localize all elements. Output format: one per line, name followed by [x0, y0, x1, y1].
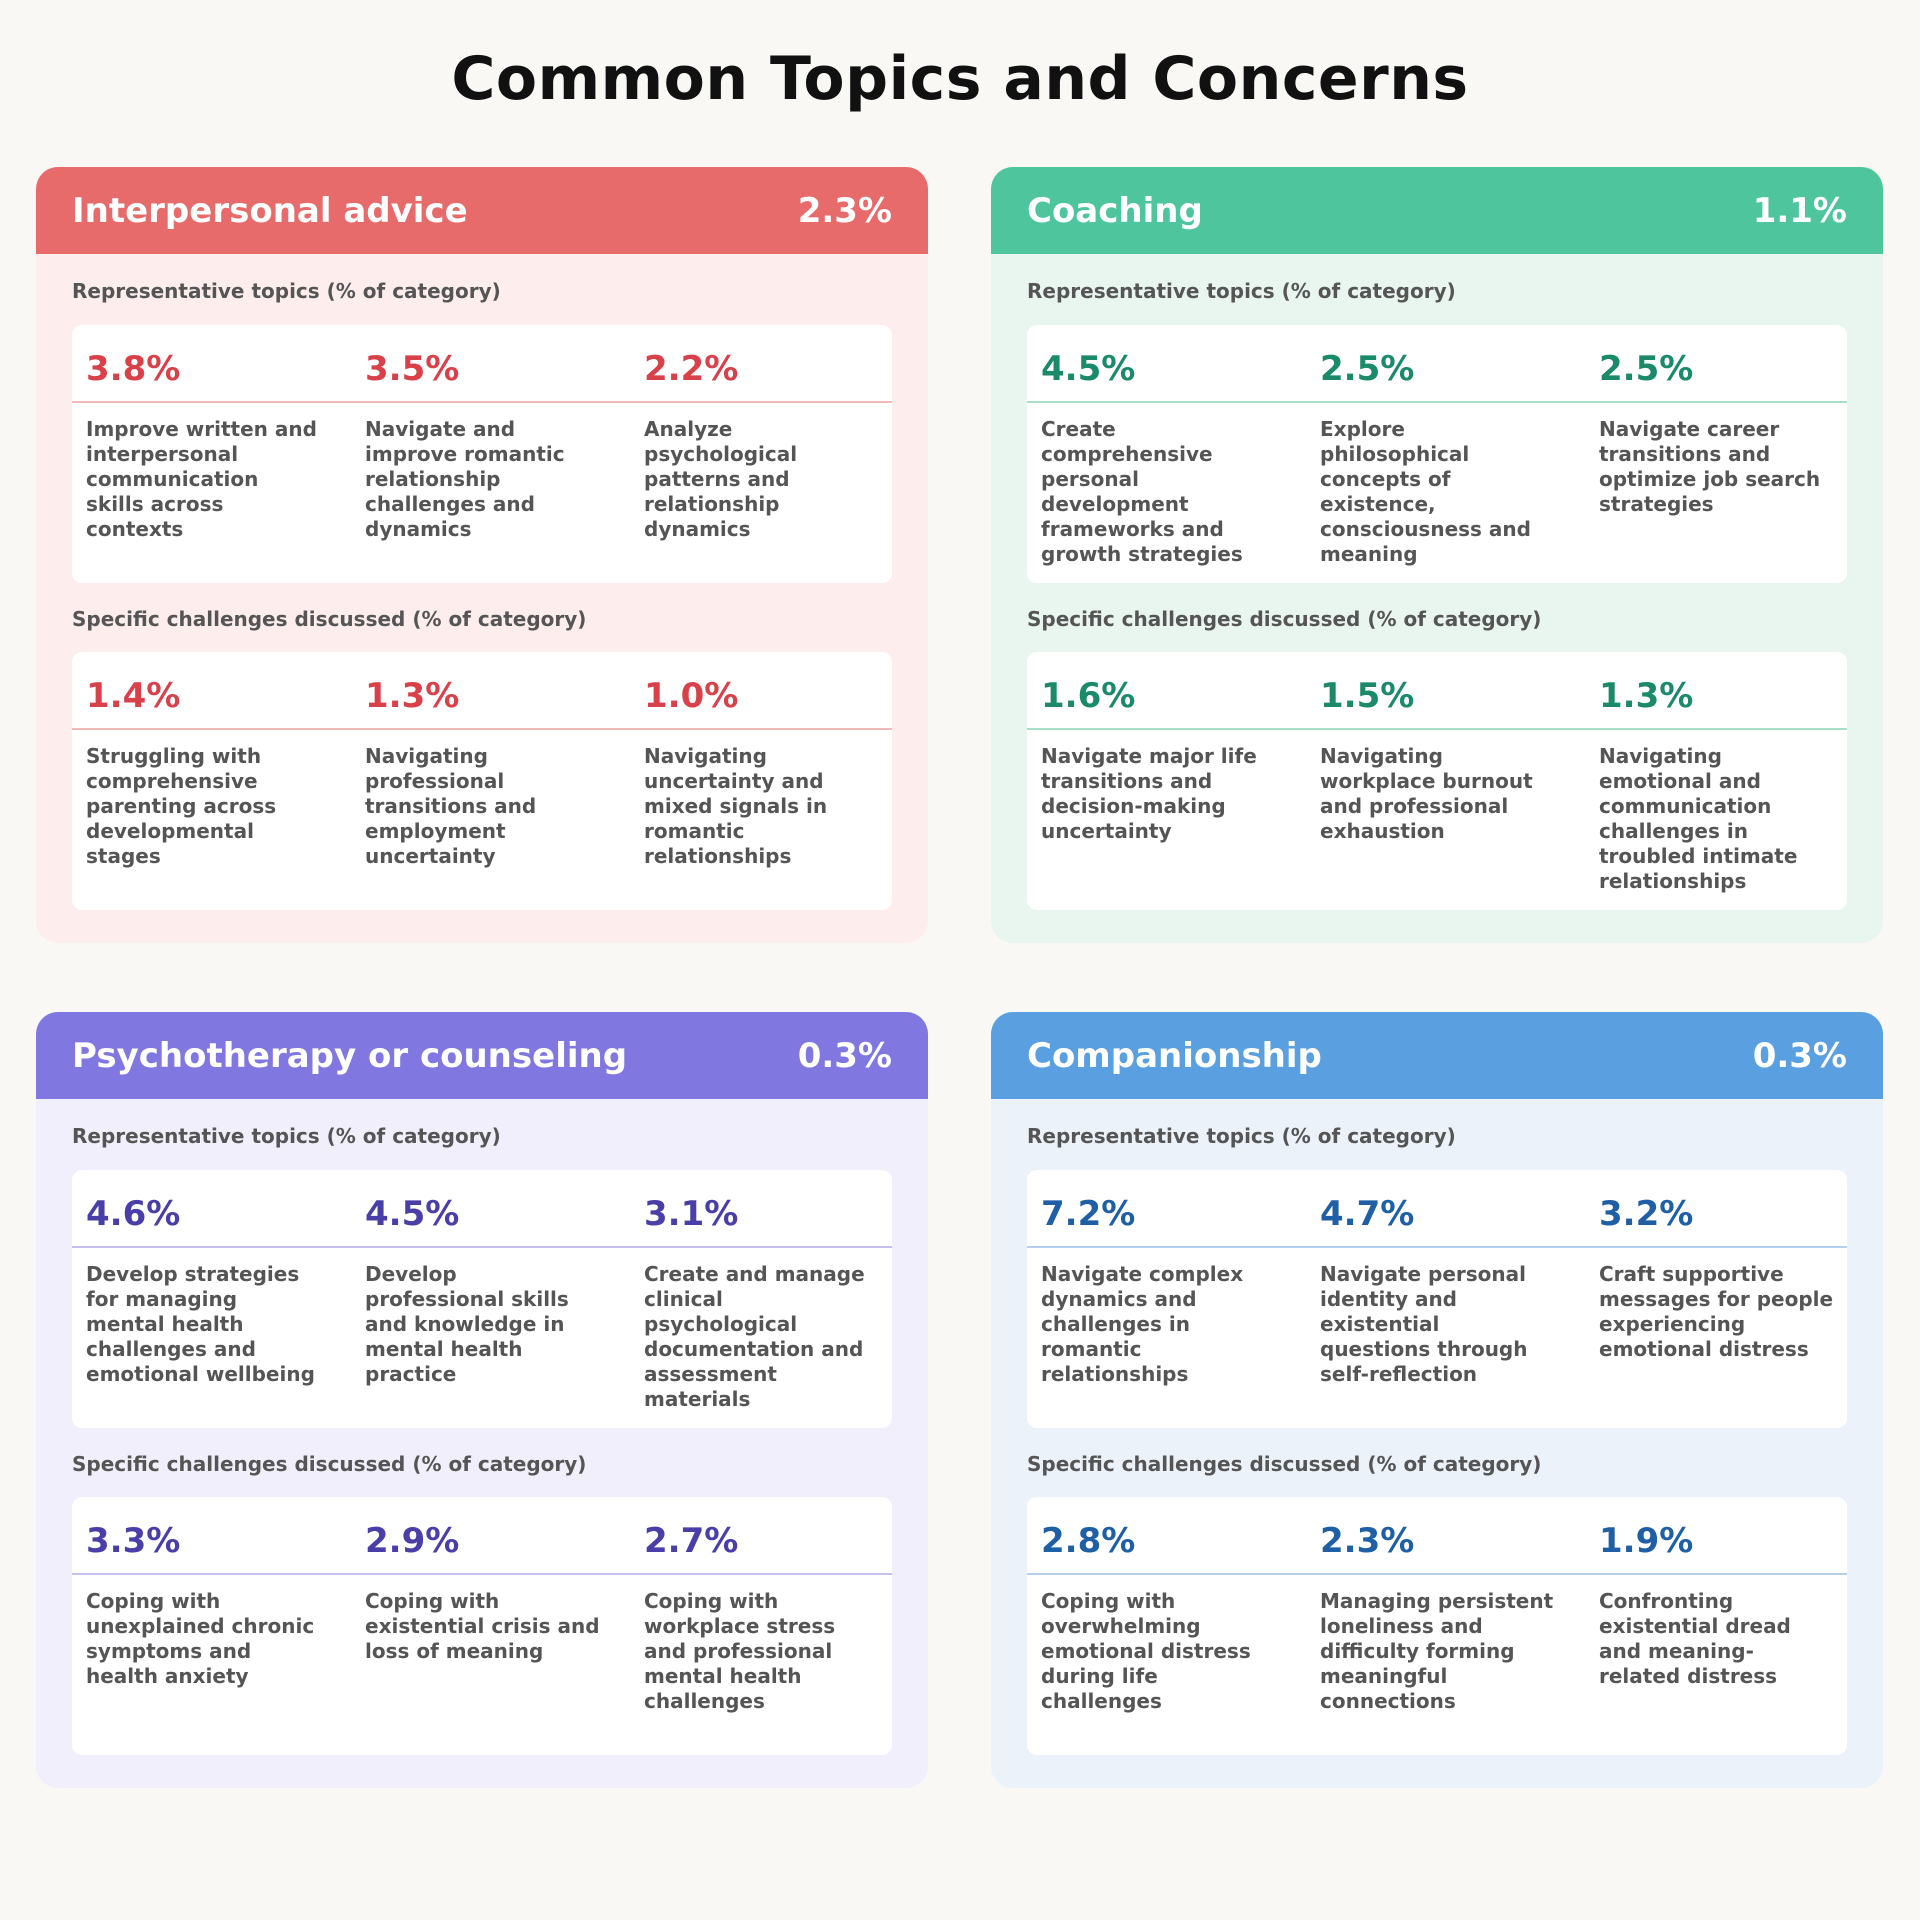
category-card-psychotherapy-or-counseling: Psychotherapy or counseling 0.3% Represent… — [36, 1012, 928, 1788]
challenge-description: Navigating emotional and communication c… — [1599, 744, 1798, 893]
challenges-label: Specific challenges discussed (% of cate… — [72, 1452, 587, 1476]
category-share: 0.3% — [797, 1035, 892, 1076]
challenges-panel: 1.4% Struggling with comprehensive parent… — [72, 652, 892, 910]
topic-percent: 3.5% — [365, 349, 460, 389]
card-header: Psychotherapy or counseling 0.3% — [36, 1012, 928, 1099]
topic-description: Analyze psychological patterns and relat… — [644, 417, 798, 541]
topic-description: Navigate and improve romantic relationsh… — [365, 417, 565, 541]
page-title: Common Topics and Concerns — [451, 44, 1469, 114]
topics-panel: 4.5% Create comprehensive personal develo… — [1027, 325, 1847, 583]
challenge-percent: 2.7% — [644, 1521, 739, 1561]
challenge-description: Confronting existential dread and meanin… — [1599, 1589, 1791, 1688]
topics-label: Representative topics (% of category) — [1027, 1124, 1456, 1148]
topic-description: Create and manage clinical psychological… — [644, 1262, 865, 1411]
topic-description: Develop strategies for managing mental h… — [86, 1262, 315, 1386]
category-card-coaching: Coaching 1.1% Representative topics (% of … — [991, 167, 1883, 943]
challenge-percent: 1.5% — [1320, 676, 1415, 716]
challenge-description: Managing persistent loneliness and diffi… — [1320, 1589, 1554, 1713]
challenge-percent: 1.6% — [1041, 676, 1136, 716]
challenges-label: Specific challenges discussed (% of cate… — [1027, 607, 1542, 631]
challenge-description: Navigating workplace burnout and profess… — [1320, 744, 1533, 843]
challenge-description: Coping with overwhelming emotional distr… — [1041, 1589, 1251, 1713]
challenge-percent: 1.4% — [86, 676, 181, 716]
topic-percent: 3.2% — [1599, 1194, 1694, 1234]
topic-percent: 4.7% — [1320, 1194, 1415, 1234]
challenge-description: Struggling with comprehensive parenting … — [86, 744, 277, 868]
topic-percent: 3.8% — [86, 349, 181, 389]
challenges-panel: 2.8% Coping with overwhelming emotional d… — [1027, 1497, 1847, 1755]
challenge-description: Coping with workplace stress and profess… — [644, 1589, 836, 1713]
category-name: Interpersonal advice — [72, 190, 468, 231]
challenge-percent: 2.3% — [1320, 1521, 1415, 1561]
category-card-companionship: Companionship 0.3% Representative topics (… — [991, 1012, 1883, 1788]
percent-row-divider — [72, 1497, 892, 1575]
challenges-label: Specific challenges discussed (% of cate… — [1027, 1452, 1542, 1476]
topic-description: Explore philosophical concepts of existe… — [1320, 417, 1531, 566]
challenge-description: Navigating uncertainty and mixed signals… — [644, 744, 828, 868]
topic-description: Develop professional skills and knowledg… — [365, 1262, 569, 1386]
challenge-percent: 2.8% — [1041, 1521, 1136, 1561]
topic-percent: 4.5% — [1041, 349, 1136, 389]
topic-description: Improve written and interpersonal commun… — [86, 417, 317, 541]
topics-label: Representative topics (% of category) — [72, 1124, 501, 1148]
topic-percent: 4.6% — [86, 1194, 181, 1234]
topics-panel: 7.2% Navigate complex dynamics and challe… — [1027, 1170, 1847, 1428]
category-share: 0.3% — [1752, 1035, 1847, 1076]
topic-percent: 7.2% — [1041, 1194, 1136, 1234]
challenge-percent: 3.3% — [86, 1521, 181, 1561]
challenges-panel: 1.6% Navigate major life transitions and … — [1027, 652, 1847, 910]
card-header: Companionship 0.3% — [991, 1012, 1883, 1099]
challenge-description: Coping with existential crisis and loss … — [365, 1589, 600, 1663]
percent-row-divider — [1027, 1170, 1847, 1248]
category-card-interpersonal-advice: Interpersonal advice 2.3% Representative t… — [36, 167, 928, 943]
topics-label: Representative topics (% of category) — [1027, 279, 1456, 303]
category-name: Companionship — [1027, 1035, 1322, 1076]
category-name: Psychotherapy or counseling — [72, 1035, 628, 1076]
topics-panel: 4.6% Develop strategies for managing ment… — [72, 1170, 892, 1428]
topic-description: Navigate complex dynamics and challenges… — [1041, 1262, 1244, 1386]
topic-description: Navigate career transitions and optimize… — [1599, 417, 1821, 516]
percent-row-divider — [72, 652, 892, 730]
topic-percent: 2.2% — [644, 349, 739, 389]
challenge-description: Coping with unexplained chronic symptoms… — [86, 1589, 315, 1688]
challenge-percent: 2.9% — [365, 1521, 460, 1561]
challenge-description: Navigating professional transitions and … — [365, 744, 537, 868]
challenge-percent: 1.0% — [644, 676, 739, 716]
challenge-percent: 1.3% — [365, 676, 460, 716]
topic-percent: 3.1% — [644, 1194, 739, 1234]
percent-row-divider — [1027, 325, 1847, 403]
challenges-label: Specific challenges discussed (% of cate… — [72, 607, 587, 631]
percent-row-divider — [72, 325, 892, 403]
topic-percent: 4.5% — [365, 1194, 460, 1234]
challenge-percent: 1.3% — [1599, 676, 1694, 716]
topic-description: Navigate personal identity and existenti… — [1320, 1262, 1528, 1386]
topic-percent: 2.5% — [1599, 349, 1694, 389]
topics-label: Representative topics (% of category) — [72, 279, 501, 303]
challenge-description: Navigate major life transitions and deci… — [1041, 744, 1257, 843]
challenges-panel: 3.3% Coping with unexplained chronic symp… — [72, 1497, 892, 1755]
percent-row-divider — [1027, 1497, 1847, 1575]
challenge-percent: 1.9% — [1599, 1521, 1694, 1561]
category-share: 1.1% — [1752, 190, 1847, 231]
percent-row-divider — [1027, 652, 1847, 730]
card-header: Interpersonal advice 2.3% — [36, 167, 928, 254]
topic-percent: 2.5% — [1320, 349, 1415, 389]
topic-description: Craft supportive messages for people exp… — [1599, 1262, 1834, 1361]
topics-panel: 3.8% Improve written and interpersonal co… — [72, 325, 892, 583]
category-name: Coaching — [1027, 190, 1203, 231]
category-share: 2.3% — [797, 190, 892, 231]
topic-description: Create comprehensive personal developmen… — [1041, 417, 1243, 566]
percent-row-divider — [72, 1170, 892, 1248]
card-header: Coaching 1.1% — [991, 167, 1883, 254]
